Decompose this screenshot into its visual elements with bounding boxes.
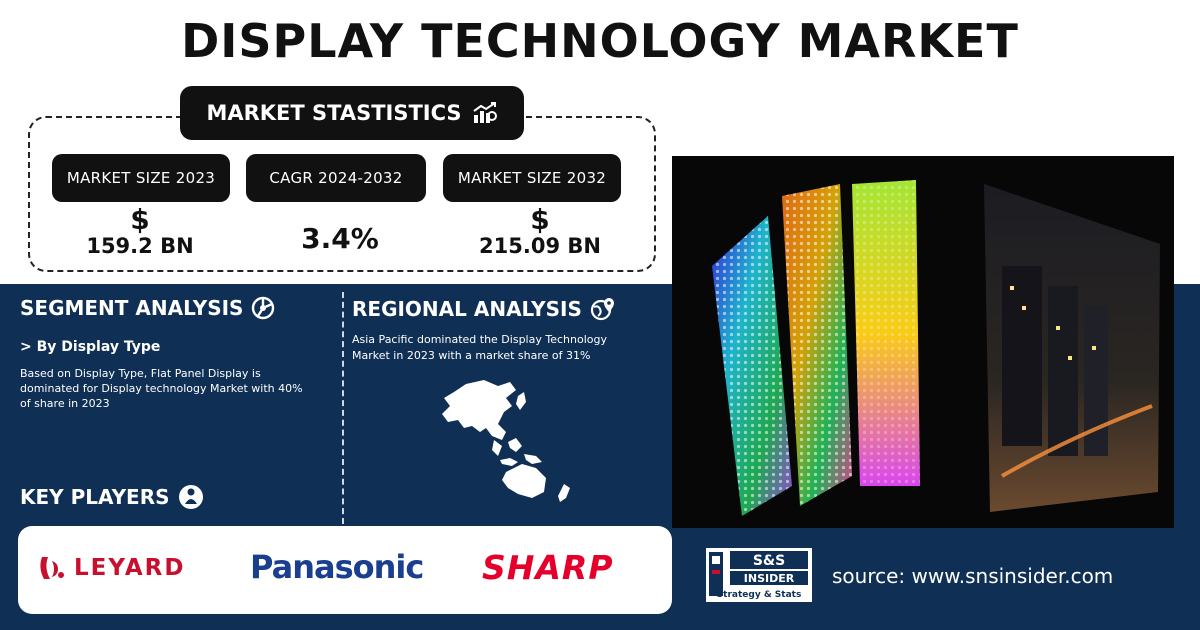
segment-analysis-title: SEGMENT ANALYSIS	[20, 296, 244, 320]
segment-analysis-heading: SEGMENT ANALYSIS	[20, 296, 275, 320]
regional-analysis-title: REGIONAL ANALYSIS	[352, 297, 582, 321]
key-players-card	[18, 526, 672, 614]
segment-subheading: > By Display Type	[20, 339, 161, 355]
market-statistics-header: MARKET STASTISTICS	[180, 86, 524, 140]
cagr-value: 3.4%	[301, 222, 379, 255]
globe-pin-icon	[590, 298, 614, 321]
leyard-logo: LEYARD	[36, 553, 185, 583]
dollar-symbol: $	[530, 203, 550, 236]
sns-logo-tagline: Strategy & Stats	[717, 590, 802, 600]
page-title: DISPLAY TECHNOLOGY MARKET	[181, 14, 1019, 68]
market-size-2032-value: $ 215.09 BN	[460, 203, 620, 259]
key-players-title: KEY PLAYERS	[20, 485, 170, 509]
leyard-wordmark: LEYARD	[74, 555, 186, 581]
dollar-symbol: $	[130, 203, 150, 236]
section-divider	[342, 292, 344, 524]
sns-logo-top: S&S	[753, 553, 785, 569]
sns-insider-logo: S&S INSIDER Strategy & Stats	[706, 548, 812, 602]
sharp-logo: SHARP	[482, 548, 614, 587]
market-statistics-label: MARKET STASTISTICS	[206, 101, 462, 125]
regional-description: Asia Pacific dominated the Display Techn…	[352, 333, 607, 362]
market-size-2023-value: $ 159.2 BN	[70, 203, 210, 259]
source-link: source: www.snsinsider.com	[832, 564, 1114, 588]
segment-description: Based on Display Type, Flat Panel Displa…	[20, 367, 303, 410]
growth-chart-icon	[472, 102, 497, 123]
market-size-2032-label: MARKET SIZE 2032	[443, 154, 621, 202]
person-icon	[178, 485, 203, 509]
pie-chart-icon	[252, 296, 275, 320]
panasonic-logo: Panasonic	[250, 548, 424, 586]
asia-pacific-map	[442, 380, 570, 502]
market-size-2023-amount: 159.2 BN	[86, 234, 194, 258]
sns-logo-mid: INSIDER	[744, 572, 795, 585]
market-size-2032-amount: 215.09 BN	[479, 234, 601, 258]
leyard-emblem-icon	[40, 557, 64, 579]
regional-analysis-heading: REGIONAL ANALYSIS	[352, 296, 616, 322]
market-size-2023-label: MARKET SIZE 2023	[52, 154, 230, 202]
display-layers-image	[672, 156, 1174, 528]
key-players-heading: KEY PLAYERS	[20, 484, 204, 510]
cagr-label: CAGR 2024-2032	[246, 154, 426, 202]
